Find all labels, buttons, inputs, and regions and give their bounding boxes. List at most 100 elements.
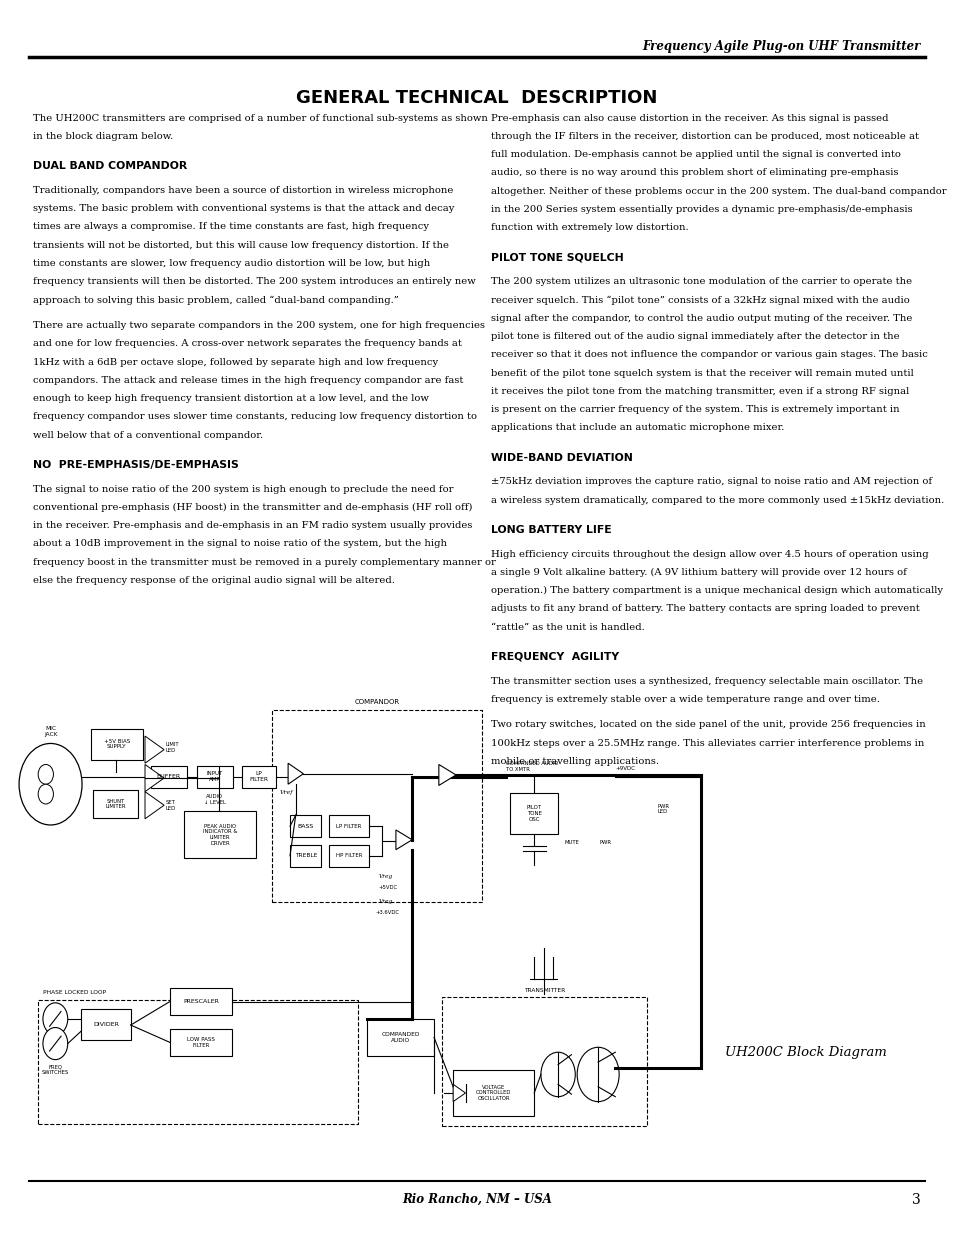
Text: +3.6VDC: +3.6VDC [375, 910, 399, 915]
Text: MUTE: MUTE [564, 840, 579, 845]
Text: else the frequency response of the original audio signal will be altered.: else the frequency response of the origi… [33, 576, 395, 585]
Text: LP FILTER: LP FILTER [336, 824, 361, 829]
Text: BUFFER: BUFFER [156, 774, 181, 779]
Bar [170, 1029, 232, 1056]
Text: DUAL BAND COMPANDOR: DUAL BAND COMPANDOR [33, 161, 188, 172]
Text: compandors. The attack and release times in the high frequency compandor are fas: compandors. The attack and release times… [33, 375, 463, 385]
Text: systems. The basic problem with conventional systems is that the attack and deca: systems. The basic problem with conventi… [33, 204, 455, 214]
Bar [242, 766, 275, 788]
Circle shape [43, 1028, 68, 1060]
Text: it receives the pilot tone from the matching transmitter, even if a strong RF si: it receives the pilot tone from the matc… [491, 387, 908, 396]
Bar [184, 811, 255, 858]
Text: INPUT
AMP: INPUT AMP [206, 772, 223, 782]
Text: VOLTAGE
CONTROLLED
OSCILLATOR: VOLTAGE CONTROLLED OSCILLATOR [476, 1084, 511, 1102]
Text: altogether. Neither of these problems occur in the 200 system. The dual-band com: altogether. Neither of these problems oc… [491, 186, 946, 195]
Bar [290, 845, 321, 867]
Polygon shape [288, 763, 303, 784]
Text: AUDIO
↓ LEVEL: AUDIO ↓ LEVEL [204, 794, 225, 805]
Text: frequency compandor uses slower time constants, reducing low frequency distortio: frequency compandor uses slower time con… [33, 412, 476, 421]
Text: There are actually two separate compandors in the 200 system, one for high frequ: There are actually two separate compando… [33, 321, 485, 330]
Text: adjusts to fit any brand of battery. The battery contacts are spring loaded to p: adjusts to fit any brand of battery. The… [491, 604, 919, 614]
Text: WIDE-BAND DEVIATION: WIDE-BAND DEVIATION [491, 453, 633, 463]
Text: The UH200C transmitters are comprised of a number of functional sub-systems as s: The UH200C transmitters are comprised of… [33, 114, 488, 122]
Circle shape [19, 743, 82, 825]
Text: in the block diagram below.: in the block diagram below. [33, 132, 173, 141]
Text: in the receiver. Pre-emphasis and de-emphasis in an FM radio system usually prov: in the receiver. Pre-emphasis and de-emp… [33, 521, 473, 530]
Text: well below that of a conventional compandor.: well below that of a conventional compan… [33, 431, 263, 440]
Text: frequency boost in the transmitter must be removed in a purely complementary man: frequency boost in the transmitter must … [33, 558, 496, 567]
Text: BASS: BASS [297, 824, 314, 829]
Text: Vreg: Vreg [378, 899, 393, 904]
Text: receiver squelch. This “pilot tone” consists of a 32kHz signal mixed with the au: receiver squelch. This “pilot tone” cons… [491, 295, 909, 305]
Text: enough to keep high frequency transient distortion at a low level, and the low: enough to keep high frequency transient … [33, 394, 429, 403]
Bar [170, 988, 232, 1015]
Text: TREBLE: TREBLE [294, 853, 316, 858]
Bar [38, 1000, 357, 1124]
Bar [453, 1070, 534, 1116]
Text: COMPANDED
AUDIO: COMPANDED AUDIO [381, 1032, 419, 1042]
Text: UH200C Block Diagram: UH200C Block Diagram [724, 1046, 886, 1058]
Circle shape [43, 1003, 68, 1035]
Bar [329, 815, 369, 837]
Text: full modulation. De-emphasis cannot be applied until the signal is converted int: full modulation. De-emphasis cannot be a… [491, 151, 901, 159]
Polygon shape [145, 792, 164, 819]
Text: LIMIT
LED: LIMIT LED [166, 742, 179, 752]
Circle shape [577, 1047, 618, 1102]
Text: FREQUENCY  AGILITY: FREQUENCY AGILITY [491, 652, 618, 662]
Text: 100kHz steps over a 25.5MHz range. This alleviates carrier interference problems: 100kHz steps over a 25.5MHz range. This … [491, 739, 923, 747]
Text: transients will not be distorted, but this will cause low frequency distortion. : transients will not be distorted, but th… [33, 241, 449, 249]
Text: LOW PASS
FILTER: LOW PASS FILTER [187, 1037, 214, 1047]
Text: operation.) The battery compartment is a unique mechanical design which automati: operation.) The battery compartment is a… [491, 587, 943, 595]
Bar [441, 997, 646, 1126]
Text: function with extremely low distortion.: function with extremely low distortion. [491, 224, 688, 232]
Text: DIVIDER: DIVIDER [92, 1021, 119, 1028]
Text: applications that include an automatic microphone mixer.: applications that include an automatic m… [491, 424, 784, 432]
Text: PILOT TONE SQUELCH: PILOT TONE SQUELCH [491, 252, 623, 263]
Text: Vreg: Vreg [378, 874, 393, 879]
Text: PHASE LOCKED LOOP: PHASE LOCKED LOOP [43, 990, 106, 995]
Text: LP
FILTER: LP FILTER [250, 772, 268, 782]
Text: NO  PRE-EMPHASIS/DE-EMPHASIS: NO PRE-EMPHASIS/DE-EMPHASIS [33, 459, 239, 471]
Polygon shape [453, 1084, 465, 1102]
Text: receiver so that it does not influence the compandor or various gain stages. The: receiver so that it does not influence t… [491, 351, 927, 359]
Text: TRANSMITTER: TRANSMITTER [523, 988, 564, 993]
Text: Traditionally, compandors have been a source of distortion in wireless microphon: Traditionally, compandors have been a so… [33, 185, 454, 195]
Polygon shape [145, 764, 164, 792]
Text: pilot tone is filtered out of the audio signal immediately after the detector in: pilot tone is filtered out of the audio … [491, 332, 899, 341]
Text: +9VDC: +9VDC [615, 766, 635, 771]
Text: PILOT
TONE
OSC: PILOT TONE OSC [526, 805, 541, 821]
Bar [81, 1009, 131, 1040]
Text: The transmitter section uses a synthesized, frequency selectable main oscillator: The transmitter section uses a synthesiz… [491, 677, 923, 685]
Text: The signal to noise ratio of the 200 system is high enough to preclude the need : The signal to noise ratio of the 200 sys… [33, 484, 454, 494]
Text: Vref: Vref [279, 790, 293, 795]
Text: +5V BIAS
SUPPLY: +5V BIAS SUPPLY [104, 739, 130, 750]
Text: through the IF filters in the receiver, distortion can be produced, most noticea: through the IF filters in the receiver, … [491, 132, 919, 141]
Text: PWR: PWR [599, 840, 611, 845]
Polygon shape [145, 736, 164, 763]
Text: Frequency Agile Plug-on UHF Transmitter: Frequency Agile Plug-on UHF Transmitter [641, 40, 920, 53]
Bar [92, 790, 138, 818]
Polygon shape [438, 764, 456, 785]
Text: a wireless system dramatically, compared to the more commonly used ±15kHz deviat: a wireless system dramatically, compared… [491, 495, 943, 505]
Text: The 200 system utilizes an ultrasonic tone modulation of the carrier to operate : The 200 system utilizes an ultrasonic to… [491, 277, 911, 287]
Text: signal after the compandor, to control the audio output muting of the receiver. : signal after the compandor, to control t… [491, 314, 912, 322]
Circle shape [38, 764, 53, 784]
Text: +5VDC: +5VDC [378, 885, 397, 890]
Text: High efficiency circuits throughout the design allow over 4.5 hours of operation: High efficiency circuits throughout the … [491, 550, 928, 558]
Text: PWR
LED: PWR LED [657, 804, 668, 814]
Text: benefit of the pilot tone squelch system is that the receiver will remain muted : benefit of the pilot tone squelch system… [491, 368, 913, 378]
Text: GENERAL TECHNICAL  DESCRIPTION: GENERAL TECHNICAL DESCRIPTION [296, 89, 657, 107]
Circle shape [38, 784, 53, 804]
Text: approach to solving this basic problem, called “dual-band companding.”: approach to solving this basic problem, … [33, 295, 398, 305]
Bar [91, 729, 143, 760]
Polygon shape [395, 830, 412, 850]
Text: SET
LED: SET LED [166, 800, 176, 810]
Text: 1kHz with a 6dB per octave slope, followed by separate high and low frequency: 1kHz with a 6dB per octave slope, follow… [33, 358, 438, 367]
Text: frequency is extremely stable over a wide temperature range and over time.: frequency is extremely stable over a wid… [491, 695, 880, 704]
Text: SHUNT
LIMITER: SHUNT LIMITER [105, 799, 126, 809]
Text: about a 10dB improvement in the signal to noise ratio of the system, but the hig: about a 10dB improvement in the signal t… [33, 540, 447, 548]
Text: PEAK AUDIO
INDICATOR &
LIMITER
DRIVER: PEAK AUDIO INDICATOR & LIMITER DRIVER [202, 824, 237, 846]
Text: time constants are slower, low frequency audio distortion will be low, but high: time constants are slower, low frequency… [33, 259, 430, 268]
Text: Rio Rancho, NM – USA: Rio Rancho, NM – USA [401, 1193, 552, 1207]
Text: COMPANDOR: COMPANDOR [354, 699, 399, 705]
